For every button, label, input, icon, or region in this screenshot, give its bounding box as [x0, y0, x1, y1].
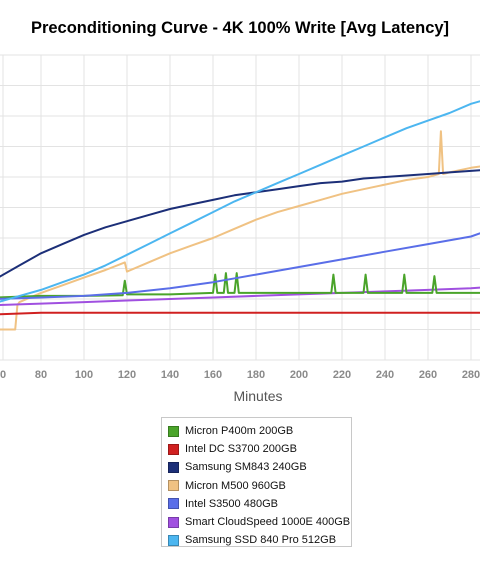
x-tick-labels: 0 80 100 120 140 160 180 200 220 240 260 280 [0, 369, 480, 381]
x-tick-label: 140 [161, 369, 179, 381]
legend-swatch [168, 498, 179, 510]
legend-item: Samsung SSD 840 Pro 512GB [162, 531, 351, 549]
series-layer [0, 100, 480, 331]
x-tick-label: 200 [290, 369, 308, 381]
legend: Micron P400m 200GB Intel DC S3700 200GB Sa… [161, 417, 352, 547]
legend-label: Samsung SSD 840 Pro 512GB [185, 534, 337, 547]
series-line-5 [0, 286, 480, 307]
legend-label: Samsung SM843 240GB [185, 461, 307, 474]
series-line-2 [0, 169, 480, 278]
x-tick-label: 260 [419, 369, 437, 381]
legend-label: Intel DC S3700 200GB [185, 443, 297, 456]
x-tick-label: 180 [247, 369, 265, 381]
x-tick-label: 100 [75, 369, 93, 381]
series-line-4 [0, 232, 480, 300]
x-tick-label: 160 [204, 369, 222, 381]
legend-label: Micron P400m 200GB [185, 425, 294, 438]
legend-item: Micron P400m 200GB [162, 422, 351, 440]
legend-swatch [168, 516, 179, 528]
legend-label: Smart CloudSpeed 1000E 400GB [185, 516, 351, 529]
series-line-3 [0, 130, 480, 331]
x-tick-label: 280 [462, 369, 480, 381]
legend-item: Smart CloudSpeed 1000E 400GB [162, 513, 351, 531]
grid-layer [0, 54, 480, 361]
legend-label: Micron M500 960GB [185, 479, 286, 492]
x-tick-label: 120 [118, 369, 136, 381]
x-tick-label: 0 [0, 369, 6, 381]
series-line-6 [0, 100, 480, 303]
x-tick-label: 220 [333, 369, 351, 381]
legend-swatch [168, 534, 179, 546]
legend-swatch [168, 480, 179, 492]
legend-label: Intel S3500 480GB [185, 497, 278, 510]
legend-item: Micron M500 960GB [162, 477, 351, 495]
series-line-1 [0, 311, 480, 316]
legend-item: Intel S3500 480GB [162, 495, 351, 513]
x-tick-label: 240 [376, 369, 394, 381]
legend-item: Intel DC S3700 200GB [162, 440, 351, 458]
x-tick-label: 80 [35, 369, 47, 381]
x-axis-title: Minutes [233, 388, 282, 404]
legend-item: Samsung SM843 240GB [162, 458, 351, 476]
series-line-0 [0, 272, 480, 299]
legend-swatch [168, 461, 179, 473]
legend-swatch [168, 425, 179, 437]
chart-title: Preconditioning Curve - 4K 100% Write [A… [30, 19, 450, 37]
legend-swatch [168, 443, 179, 455]
